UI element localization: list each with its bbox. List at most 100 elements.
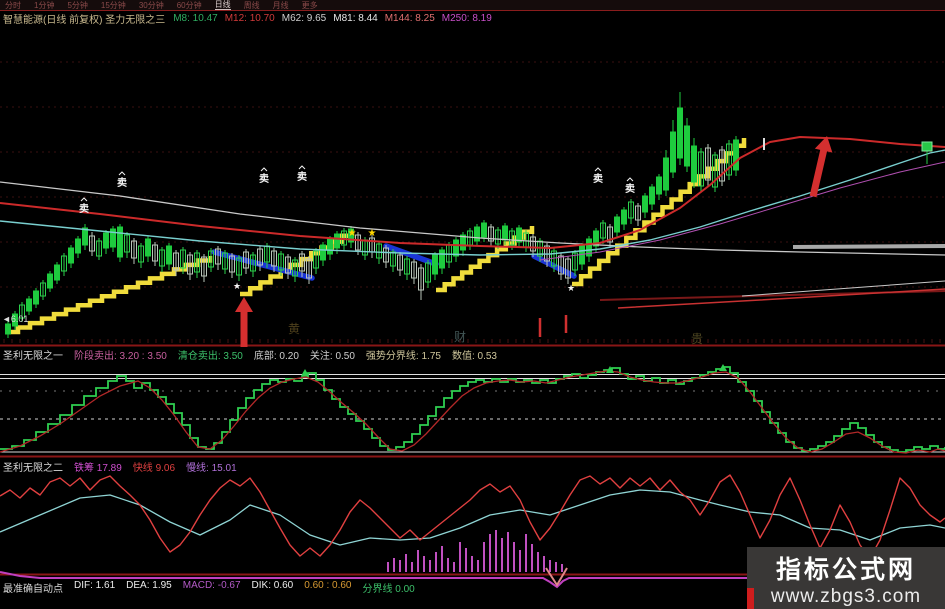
green-square-marker xyxy=(921,141,933,152)
candle-body xyxy=(222,252,228,270)
candle-body xyxy=(327,238,333,255)
sell-label-text: 卖 xyxy=(79,202,89,215)
candle-body xyxy=(670,131,676,173)
sell-label-text: 卖 xyxy=(625,182,635,195)
candle-body xyxy=(299,253,305,272)
slow-line-value: 慢线: 15.01 xyxy=(186,463,237,474)
candle-body xyxy=(68,247,74,264)
ma-line xyxy=(0,181,945,256)
candle-body xyxy=(726,143,732,176)
red-up-arrow-icon xyxy=(809,136,833,198)
candle-body xyxy=(663,157,669,191)
candle-body xyxy=(96,240,102,257)
indicator-name-1: 圣利无限之一 xyxy=(3,351,63,362)
sell-caret-icon xyxy=(594,167,602,172)
candle-body xyxy=(243,251,249,269)
watermark-logo: 指标公式网 www.zbgs3.com xyxy=(747,547,945,609)
candle-body xyxy=(131,240,137,259)
candle-body xyxy=(320,244,326,261)
period-tab-周线[interactable]: 周线 xyxy=(243,0,260,10)
sell-marker: 卖 xyxy=(593,167,603,185)
chart-title-bar: 智慧能源(日线 前复权) 圣力无限之三 M8: 10.47 M12: 10.70 M… xyxy=(3,13,499,26)
chart-title: 智慧能源(日线 前复权) 圣力无限之三 xyxy=(3,15,166,26)
candle-body xyxy=(355,234,361,251)
period-tab-bar: 分时 1分钟 5分钟 15分钟 30分钟 60分钟 日线 周线 月线 更多 xyxy=(0,0,945,11)
candle-body xyxy=(565,258,571,279)
period-tab-月线[interactable]: 月线 xyxy=(272,0,289,10)
candle-body xyxy=(250,254,256,272)
candle-body xyxy=(495,229,501,245)
period-tab-60分钟[interactable]: 60分钟 xyxy=(176,0,202,10)
ma-line xyxy=(792,244,945,249)
candle-body xyxy=(229,255,235,273)
panel1-header: 圣利无限之一 阶段卖出: 3.20 : 3.50 清仓卖出: 3.50 底部: 0.2… xyxy=(3,347,497,362)
candle-body xyxy=(530,236,536,252)
red-up-arrow-icon xyxy=(235,297,253,347)
panel3-header: 最准确自动点 DIF: 1.61 DEA: 1.95 MACD: -0.67 DIK: … xyxy=(3,580,415,595)
candle-body xyxy=(586,238,592,257)
candle-body xyxy=(558,255,564,275)
watch-value: 关注: 0.50 xyxy=(309,351,355,362)
clear-sell: 清仓卖出: 3.50 xyxy=(177,351,243,362)
ma-value: M8: 10.47 xyxy=(173,13,218,24)
panel2-header: 圣利无限之二 铁筹 17.89 快线 9.06 慢线: 15.01 xyxy=(3,459,237,474)
sell-caret-icon xyxy=(298,165,306,170)
candle-body xyxy=(719,149,725,182)
candle-body xyxy=(152,244,158,262)
candle-body xyxy=(40,282,46,297)
candle-body xyxy=(54,264,60,281)
arrow-shape xyxy=(809,136,833,198)
ma-value: M81: 8.44 xyxy=(333,13,378,24)
period-tab-15分钟[interactable]: 15分钟 xyxy=(100,0,126,10)
price-label: ◄6.01 xyxy=(2,314,28,324)
arrow-shape xyxy=(235,297,253,347)
sell-caret-icon xyxy=(626,177,634,182)
period-tab-1分钟[interactable]: 1分钟 xyxy=(34,0,55,10)
candle-body xyxy=(292,259,298,277)
period-tab-30分钟[interactable]: 30分钟 xyxy=(138,0,164,10)
tiechou-value: 铁筹 17.89 xyxy=(74,463,122,474)
period-tab-5分钟[interactable]: 5分钟 xyxy=(67,0,88,10)
panel3-red-line xyxy=(0,474,945,559)
candle-body xyxy=(607,226,613,243)
sell-marker: 卖 xyxy=(297,165,307,183)
candle-body xyxy=(642,195,648,213)
candle-body xyxy=(432,254,438,275)
period-tab-日线[interactable]: 日线 xyxy=(214,0,231,10)
candle-body xyxy=(383,247,389,263)
candle-body xyxy=(425,262,431,283)
star-marker: ★ xyxy=(233,282,241,292)
candle-body xyxy=(89,235,95,252)
candle-body xyxy=(12,313,18,327)
watermark-glyph: 贵 xyxy=(691,332,704,346)
candle-body xyxy=(656,176,662,195)
candle-body xyxy=(516,227,522,243)
candle-body xyxy=(82,227,88,246)
candle-body xyxy=(348,228,354,243)
candle-body xyxy=(509,230,515,246)
candle-body xyxy=(117,226,123,258)
candle-body xyxy=(257,248,263,266)
candle-body xyxy=(159,249,165,267)
green-triangle-marker xyxy=(719,364,727,371)
candle-body xyxy=(166,245,172,265)
bottom-value: 底部: 0.20 xyxy=(253,351,299,362)
candle-body xyxy=(705,147,711,181)
dik-value: DIK: 0.60 xyxy=(251,580,294,591)
ma-value: M144: 8.25 xyxy=(384,13,435,24)
current-value: 数值: 0.53 xyxy=(451,351,497,362)
candle-body xyxy=(145,238,151,257)
sell-marker: 卖 xyxy=(625,177,635,195)
dea-value: DEA: 1.95 xyxy=(126,580,172,591)
candle-body xyxy=(236,257,242,276)
candle-body xyxy=(502,225,508,241)
candle-body xyxy=(124,234,130,253)
stage-sell: 阶段卖出: 3.20 : 3.50 xyxy=(74,351,167,362)
indicator-name-3: 最准确自动点 xyxy=(3,584,63,595)
period-tab-更多[interactable]: 更多 xyxy=(301,0,318,10)
sell-caret-icon xyxy=(260,167,268,172)
candle-body xyxy=(103,232,109,249)
candle-body xyxy=(404,258,410,275)
period-tab-分时[interactable]: 分时 xyxy=(5,0,21,10)
